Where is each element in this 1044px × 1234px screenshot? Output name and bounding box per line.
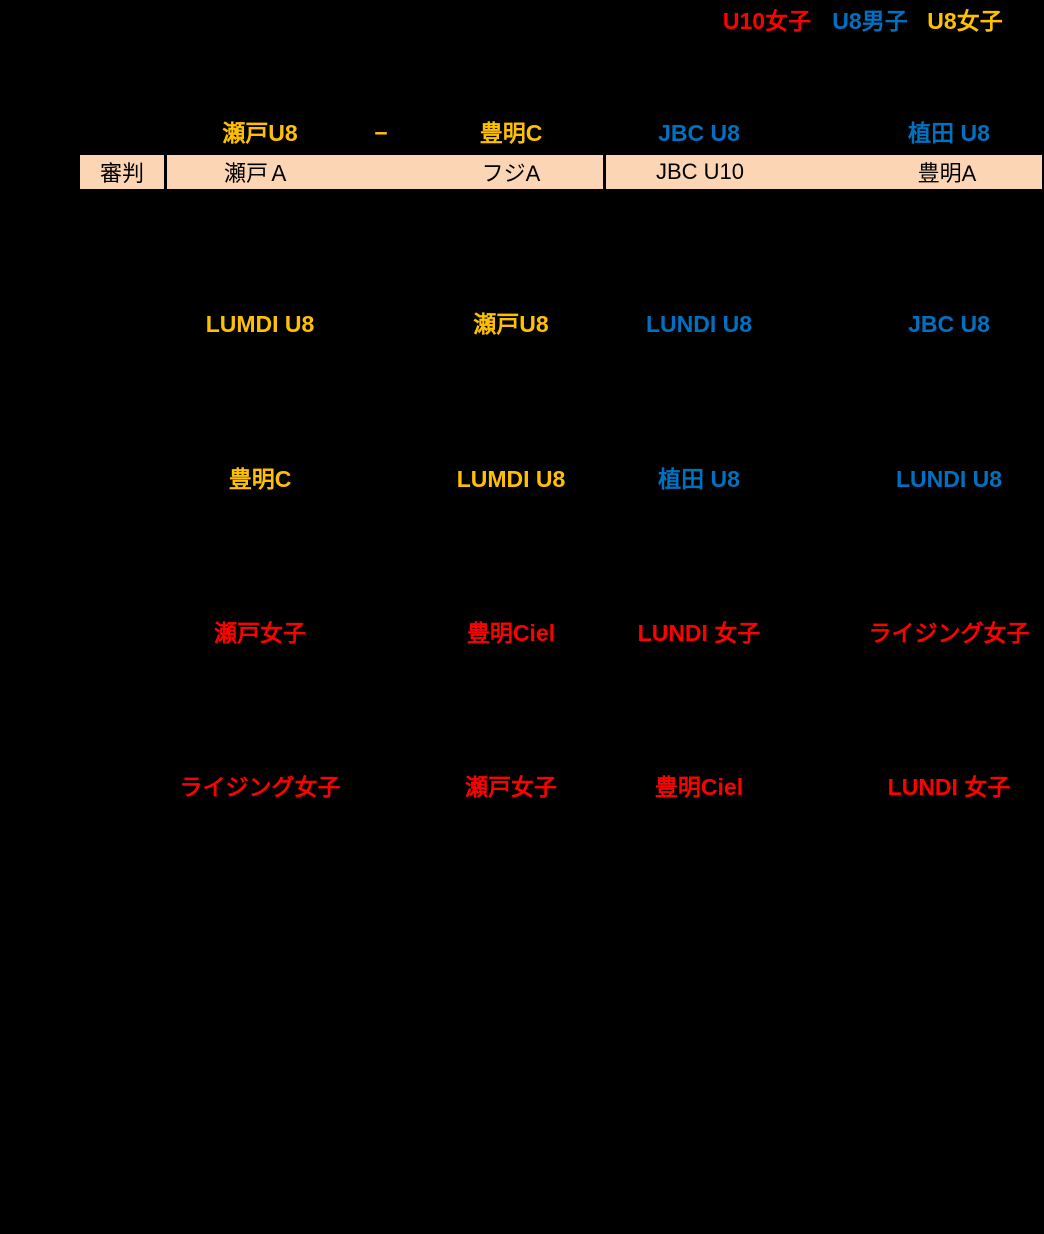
header-team-col4: 植田 U8 [908,120,990,146]
team-cell: 瀬戸女子 [214,620,306,646]
header-match-home: 瀬戸U8 [222,120,298,146]
team-cell: JBC U8 [908,311,990,337]
team-cell: ライジング女子 [179,774,341,800]
team-cell: LUNDI U8 [645,311,753,337]
team-cell: 瀬戸U8 [473,311,549,337]
team-cell: LUMDI U8 [456,466,566,492]
team-cell: 豊明Ciel [654,774,744,800]
team-cell: LUNDI U8 [895,466,1003,492]
legend-item-u8-girls: U8女子 [927,8,1003,34]
team-cell: 植田 U8 [658,466,740,492]
team-cell: LUNDI 女子 [637,620,761,646]
referee-cell: JBC U10 [655,159,745,184]
header-team-col3: JBC U8 [658,120,740,146]
team-cell: LUNDI 女子 [887,774,1011,800]
team-cell: ライジング女子 [868,620,1030,646]
team-cell: 瀬戸女子 [465,774,557,800]
referee-cell: フジA [481,161,541,186]
team-cell: 豊明C [228,466,292,492]
referee-row-divider [603,155,606,189]
referee-row: 審判 瀬戸Ａ フジA JBC U10 豊明A [80,153,1042,191]
referee-cell: 瀬戸Ａ [223,161,291,186]
legend-item-u10-girls: U10女子 [722,8,812,34]
referee-row-label: 審判 [80,155,167,189]
referee-cell: 豊明A [917,161,977,186]
header-match-away: 豊明C [479,120,543,146]
team-cell: 豊明Ciel [466,620,556,646]
legend-item-u8-boys: U8男子 [832,8,908,34]
team-cell: LUMDI U8 [205,311,315,337]
header-match-separator: − [374,120,388,146]
